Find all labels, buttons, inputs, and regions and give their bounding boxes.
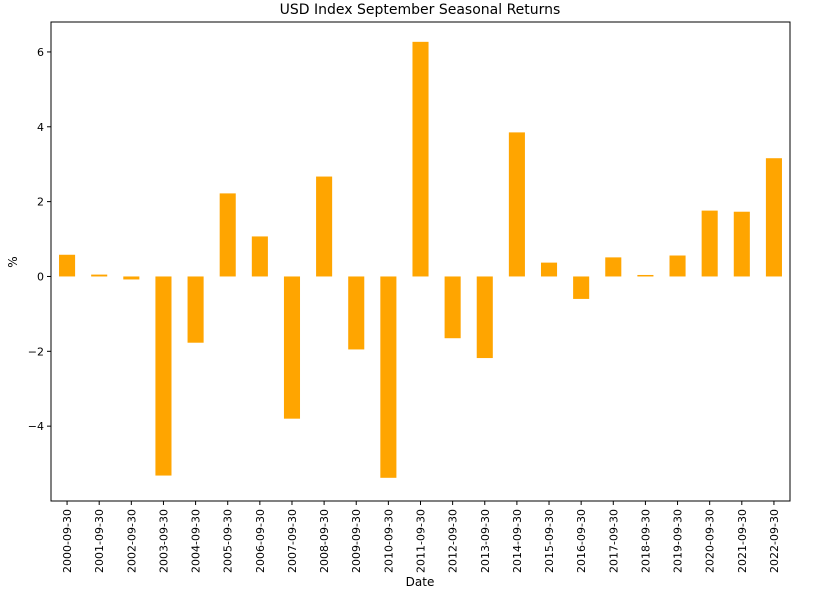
bar-2016-09-30	[573, 276, 590, 299]
bar-2018-09-30	[637, 274, 654, 277]
bar-2003-09-30	[155, 276, 172, 476]
x-tick-label: 2020-09-30	[704, 509, 717, 573]
x-axis-label: Date	[406, 575, 435, 589]
y-tick-label: 6	[37, 46, 44, 59]
bar-2001-09-30	[91, 274, 108, 277]
x-tick-label: 2008-09-30	[318, 509, 331, 573]
y-tick-label: −2	[28, 345, 44, 358]
bar-2002-09-30	[123, 276, 140, 280]
y-tick-label: −4	[28, 420, 44, 433]
y-tick-label: 4	[37, 121, 44, 134]
bar-2020-09-30	[701, 210, 718, 277]
x-tick-label: 2015-09-30	[543, 509, 556, 573]
bar-2004-09-30	[187, 276, 204, 343]
bar-2021-09-30	[733, 211, 750, 277]
x-tick-label: 2005-09-30	[222, 509, 235, 573]
bar-2013-09-30	[476, 276, 493, 359]
y-axis-label: %	[6, 256, 20, 267]
bar-2012-09-30	[444, 276, 461, 339]
x-tick-label: 2021-09-30	[736, 509, 749, 573]
x-tick-label: 2018-09-30	[639, 509, 652, 573]
bar-2007-09-30	[283, 276, 301, 419]
x-tick-label: 2000-09-30	[61, 509, 74, 573]
x-tick-label: 2010-09-30	[382, 509, 395, 573]
bar-2015-09-30	[540, 262, 558, 277]
bar-2000-09-30	[59, 254, 76, 277]
x-tick-label: 2014-09-30	[511, 509, 524, 573]
bar-2022-09-30	[765, 158, 782, 277]
x-tick-label: 2011-09-30	[415, 509, 428, 573]
x-tick-label: 2022-09-30	[768, 509, 781, 573]
bar-2014-09-30	[508, 132, 525, 277]
x-tick-label: 2004-09-30	[190, 509, 203, 573]
x-tick-label: 2013-09-30	[479, 509, 492, 573]
x-tick-label: 2002-09-30	[125, 509, 138, 573]
x-tick-label: 2012-09-30	[447, 509, 460, 573]
bar-2008-09-30	[316, 176, 333, 277]
bar-2011-09-30	[412, 41, 429, 277]
chart-title: USD Index September Seasonal Returns	[280, 2, 561, 18]
bar-2006-09-30	[251, 236, 268, 277]
y-tick-label: 2	[37, 196, 44, 209]
x-tick-label: 2003-09-30	[157, 509, 170, 573]
x-tick-label: 2006-09-30	[254, 509, 267, 573]
x-tick-label: 2017-09-30	[607, 509, 620, 573]
bar-2010-09-30	[380, 276, 397, 478]
bar-2017-09-30	[605, 257, 622, 277]
x-axis-ticks: 2000-09-30 2001-09-30 2002-09-30 2003-09-30…	[61, 501, 781, 573]
bars	[59, 41, 782, 478]
x-tick-label: 2009-09-30	[350, 509, 363, 573]
plot-frame	[50, 21, 791, 502]
bar-2005-09-30	[219, 193, 236, 277]
y-axis-ticks: −4 −2 0 2 4 6	[28, 46, 51, 433]
x-tick-label: 2016-09-30	[575, 509, 588, 573]
bar-2009-09-30	[348, 276, 365, 350]
x-tick-label: 2007-09-30	[286, 509, 299, 573]
bar-2019-09-30	[669, 255, 686, 277]
y-tick-label: 0	[37, 270, 44, 283]
x-tick-label: 2019-09-30	[672, 509, 685, 573]
x-tick-label: 2001-09-30	[93, 509, 106, 573]
